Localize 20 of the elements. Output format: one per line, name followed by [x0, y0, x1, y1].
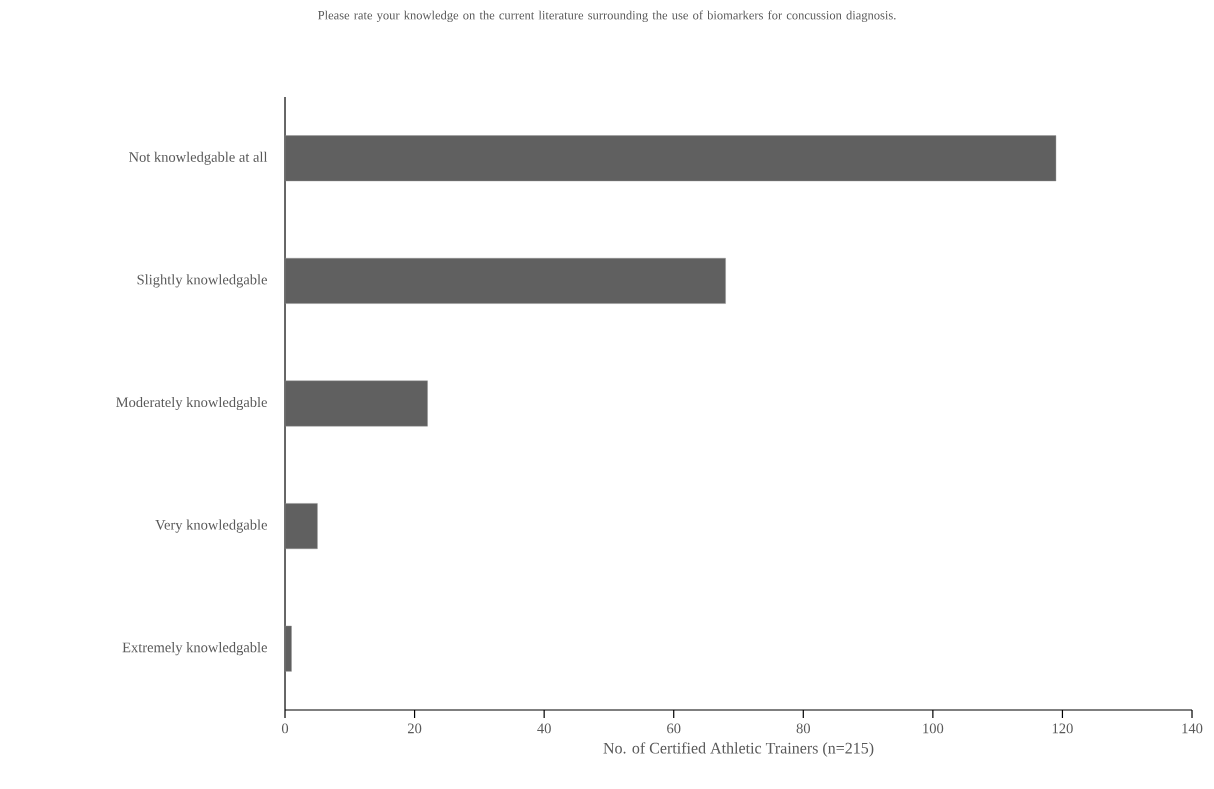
x-tick-label: 20 [407, 723, 422, 734]
x-tick-label: 60 [667, 723, 681, 734]
y-tick-label: Not knowledgable at all [129, 151, 268, 165]
chart-title: Please rate your knowledge on the current literature surrounding the use of biomarkers for concussion diagnosis. [318, 10, 896, 23]
x-tick-label: 0 [281, 723, 289, 734]
bar [284, 380, 428, 427]
x-tick-label: 80 [796, 723, 810, 734]
x-tick-label: 140 [1182, 723, 1203, 734]
bar [284, 135, 1057, 182]
y-tick-label: Moderately knowledgable [116, 396, 267, 411]
y-tick-label: Very knowledgable [155, 519, 267, 533]
x-tick-label: 120 [1052, 723, 1073, 734]
bar [284, 503, 318, 549]
x-axis-title: No. of Certified Athletic Trainers (n=215) [603, 742, 874, 757]
x-tick-label: 100 [923, 723, 944, 734]
bar [284, 625, 292, 672]
y-tick-label: Extremely knowledgable [122, 642, 267, 656]
y-tick-label: Slightly knowledgable [137, 274, 267, 288]
x-tick-label: 40 [537, 723, 551, 734]
bar [284, 258, 726, 304]
